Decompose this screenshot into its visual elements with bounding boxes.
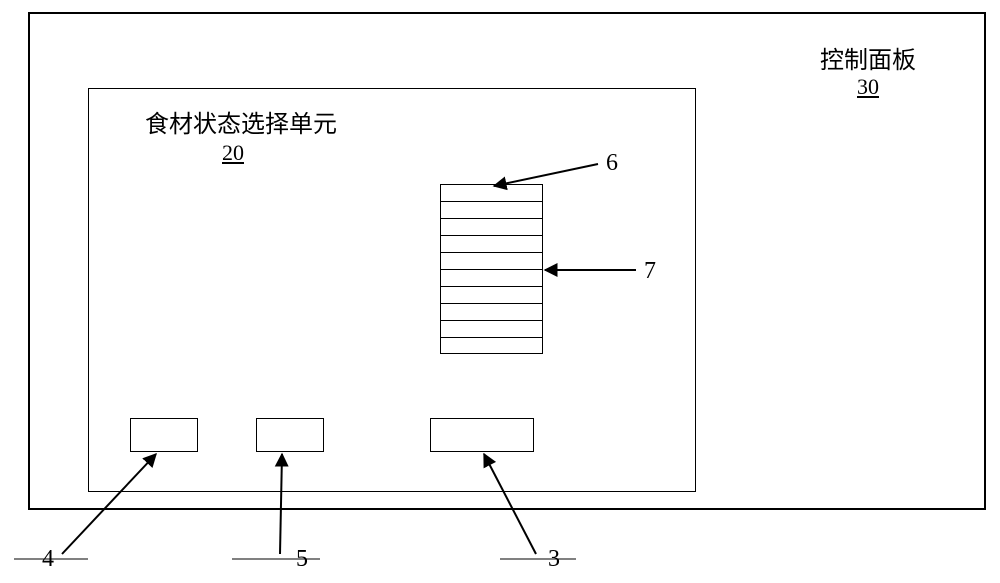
ladder-rung <box>440 269 543 286</box>
ladder-rung <box>440 184 543 201</box>
selection-unit-ref: 20 <box>222 140 244 166</box>
callout-6: 6 <box>606 150 618 177</box>
callout-4: 4 <box>42 546 54 573</box>
callout-3: 3 <box>548 546 560 573</box>
ladder-rung <box>440 252 543 269</box>
ladder-rung <box>440 337 543 354</box>
diagram-stage: 控制面板 30 食材状态选择单元 20 6 7 4 5 3 <box>0 0 1000 583</box>
ladder-rung <box>440 201 543 218</box>
ladder-rung <box>440 235 543 252</box>
small-box-5 <box>256 418 324 452</box>
callout-7: 7 <box>644 258 656 285</box>
small-box-4 <box>130 418 198 452</box>
small-box-3 <box>430 418 534 452</box>
selection-unit-title: 食材状态选择单元 <box>145 104 337 139</box>
callout-5: 5 <box>296 546 308 573</box>
ladder-rung <box>440 303 543 320</box>
ladder-rung <box>440 218 543 235</box>
control-panel-ref: 30 <box>857 74 879 100</box>
ladder-stack <box>440 184 543 354</box>
ladder-rung <box>440 320 543 337</box>
control-panel-title: 控制面板 <box>820 40 916 75</box>
ladder-rung <box>440 286 543 303</box>
